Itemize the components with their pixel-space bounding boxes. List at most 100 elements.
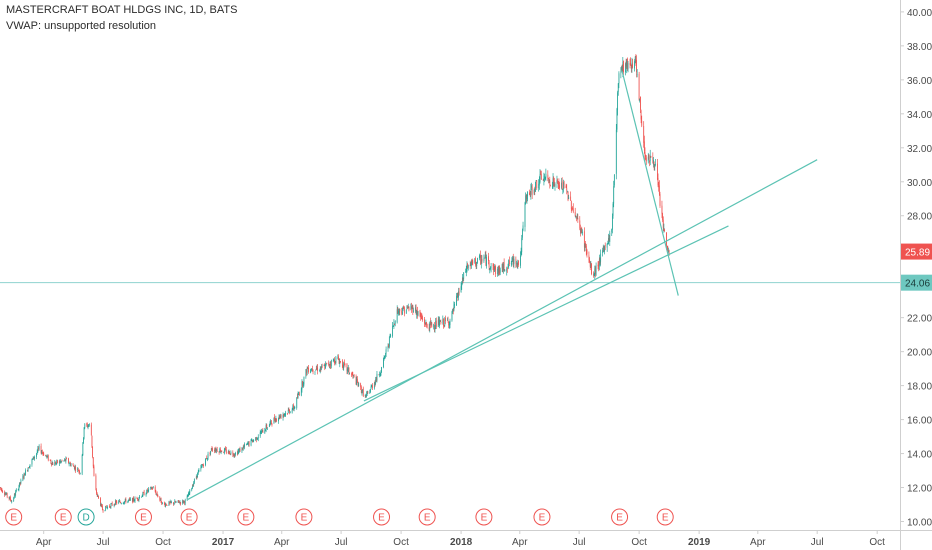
- candle: [175, 500, 176, 503]
- candle: [462, 277, 464, 284]
- candle-body: [493, 264, 495, 272]
- candle: [344, 363, 346, 368]
- candle: [356, 376, 358, 383]
- candle-body: [490, 265, 492, 269]
- candle-body: [553, 177, 555, 182]
- candle: [317, 364, 319, 375]
- candle: [411, 304, 413, 310]
- candle: [535, 179, 537, 182]
- candle: [9, 496, 11, 500]
- candle: [488, 252, 489, 265]
- candle-body: [462, 277, 464, 280]
- candle-body: [164, 504, 166, 507]
- candle: [361, 389, 363, 396]
- candle-body: [366, 392, 368, 394]
- candle-body: [148, 488, 150, 491]
- candle: [635, 54, 637, 66]
- candle-body: [221, 450, 223, 452]
- candle-body: [19, 482, 20, 487]
- candle-body: [186, 496, 188, 500]
- earnings-marker[interactable]: E: [54, 508, 72, 526]
- candle-body: [238, 450, 240, 452]
- candle-body: [431, 322, 433, 328]
- candle: [626, 58, 628, 74]
- earnings-marker[interactable]: E: [656, 508, 674, 526]
- earnings-marker[interactable]: E: [237, 508, 255, 526]
- candle: [457, 292, 459, 302]
- candle: [266, 423, 268, 429]
- candle-body: [0, 487, 2, 489]
- earnings-marker[interactable]: E: [295, 508, 313, 526]
- candle: [362, 386, 364, 398]
- candle: [394, 320, 396, 327]
- earnings-marker[interactable]: E: [533, 508, 551, 526]
- candle: [294, 405, 296, 409]
- candle-body: [87, 425, 89, 427]
- candle: [288, 407, 290, 412]
- earnings-marker[interactable]: E: [418, 508, 436, 526]
- candle-body: [471, 260, 472, 265]
- candle: [118, 499, 120, 505]
- candle-body: [589, 260, 590, 263]
- candle-body: [193, 482, 195, 485]
- candle-body: [530, 188, 532, 196]
- candle-body: [56, 460, 58, 463]
- candle: [70, 462, 72, 467]
- candle-body: [115, 501, 117, 502]
- candle: [346, 363, 348, 375]
- candle-body: [467, 264, 469, 268]
- candle-body: [163, 502, 165, 504]
- candle: [520, 251, 521, 269]
- dividend-marker[interactable]: D: [77, 508, 95, 526]
- candle: [303, 376, 305, 387]
- candle: [178, 500, 180, 504]
- candle-body: [198, 469, 200, 472]
- candle-body: [22, 476, 24, 481]
- candle-body: [346, 363, 348, 372]
- candle: [310, 368, 311, 374]
- candle: [146, 488, 148, 494]
- candle: [136, 496, 138, 499]
- candle: [431, 322, 433, 328]
- candle-body: [498, 267, 500, 273]
- earnings-marker[interactable]: E: [373, 508, 391, 526]
- candle-body: [668, 249, 670, 253]
- candle: [580, 227, 582, 235]
- candle-body: [321, 365, 323, 367]
- candle: [611, 228, 613, 237]
- candle: [548, 177, 549, 184]
- candle-body: [289, 410, 290, 413]
- candle-body: [70, 462, 71, 466]
- candle: [183, 500, 185, 504]
- candle-body: [212, 449, 214, 451]
- candle: [480, 250, 482, 266]
- candle: [0, 487, 2, 491]
- candle: [312, 369, 314, 375]
- candle: [50, 459, 52, 465]
- candle-body: [120, 503, 122, 504]
- price-tick-label: 36.00: [907, 76, 932, 87]
- earnings-marker[interactable]: E: [134, 508, 152, 526]
- candle-body: [635, 59, 637, 63]
- candle: [210, 450, 212, 456]
- candle: [380, 370, 382, 377]
- candle-body: [410, 306, 412, 309]
- earnings-marker[interactable]: E: [180, 508, 198, 526]
- earnings-marker[interactable]: E: [475, 508, 493, 526]
- candle-body: [83, 437, 84, 444]
- earnings-marker[interactable]: E: [5, 508, 23, 526]
- candle: [630, 57, 632, 66]
- candle-body: [405, 309, 407, 314]
- candle: [358, 382, 360, 387]
- candle-body: [656, 163, 658, 180]
- candle-body: [14, 494, 16, 496]
- candle-body: [293, 408, 295, 411]
- candle: [553, 178, 555, 187]
- candle: [93, 464, 95, 477]
- earnings-marker[interactable]: E: [611, 508, 629, 526]
- candle-body: [32, 456, 34, 460]
- candle-body: [483, 257, 485, 262]
- candle-body: [156, 493, 158, 496]
- candle-body: [631, 62, 633, 69]
